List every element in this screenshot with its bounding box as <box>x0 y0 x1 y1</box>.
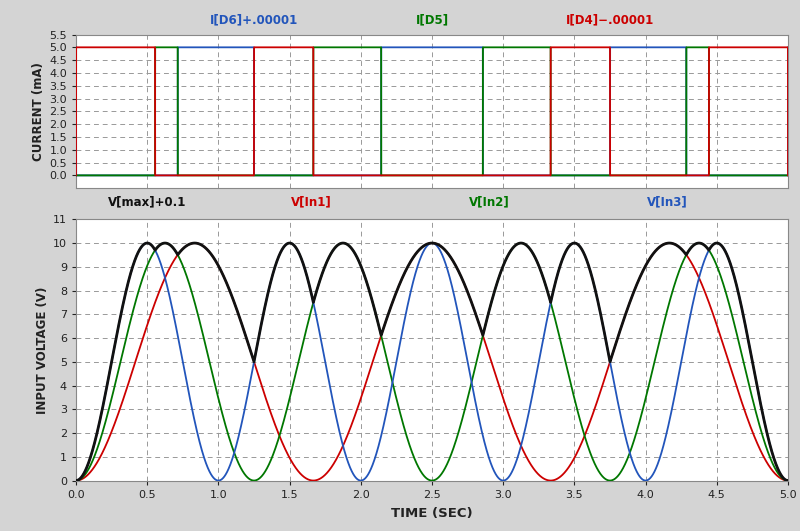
Text: I[D5]: I[D5] <box>415 14 449 27</box>
Text: I[D6]+.00001: I[D6]+.00001 <box>210 14 298 27</box>
X-axis label: TIME (SEC): TIME (SEC) <box>391 507 473 519</box>
Y-axis label: CURRENT (mA): CURRENT (mA) <box>32 62 45 161</box>
Text: I[D4]−.00001: I[D4]−.00001 <box>566 14 654 27</box>
Text: V[In2]: V[In2] <box>469 196 510 209</box>
Text: V[In1]: V[In1] <box>290 196 331 209</box>
Y-axis label: INPUT VOLTAGE (V): INPUT VOLTAGE (V) <box>36 286 49 414</box>
Text: V[In3]: V[In3] <box>646 196 687 209</box>
Text: V[max]+0.1: V[max]+0.1 <box>108 196 186 209</box>
